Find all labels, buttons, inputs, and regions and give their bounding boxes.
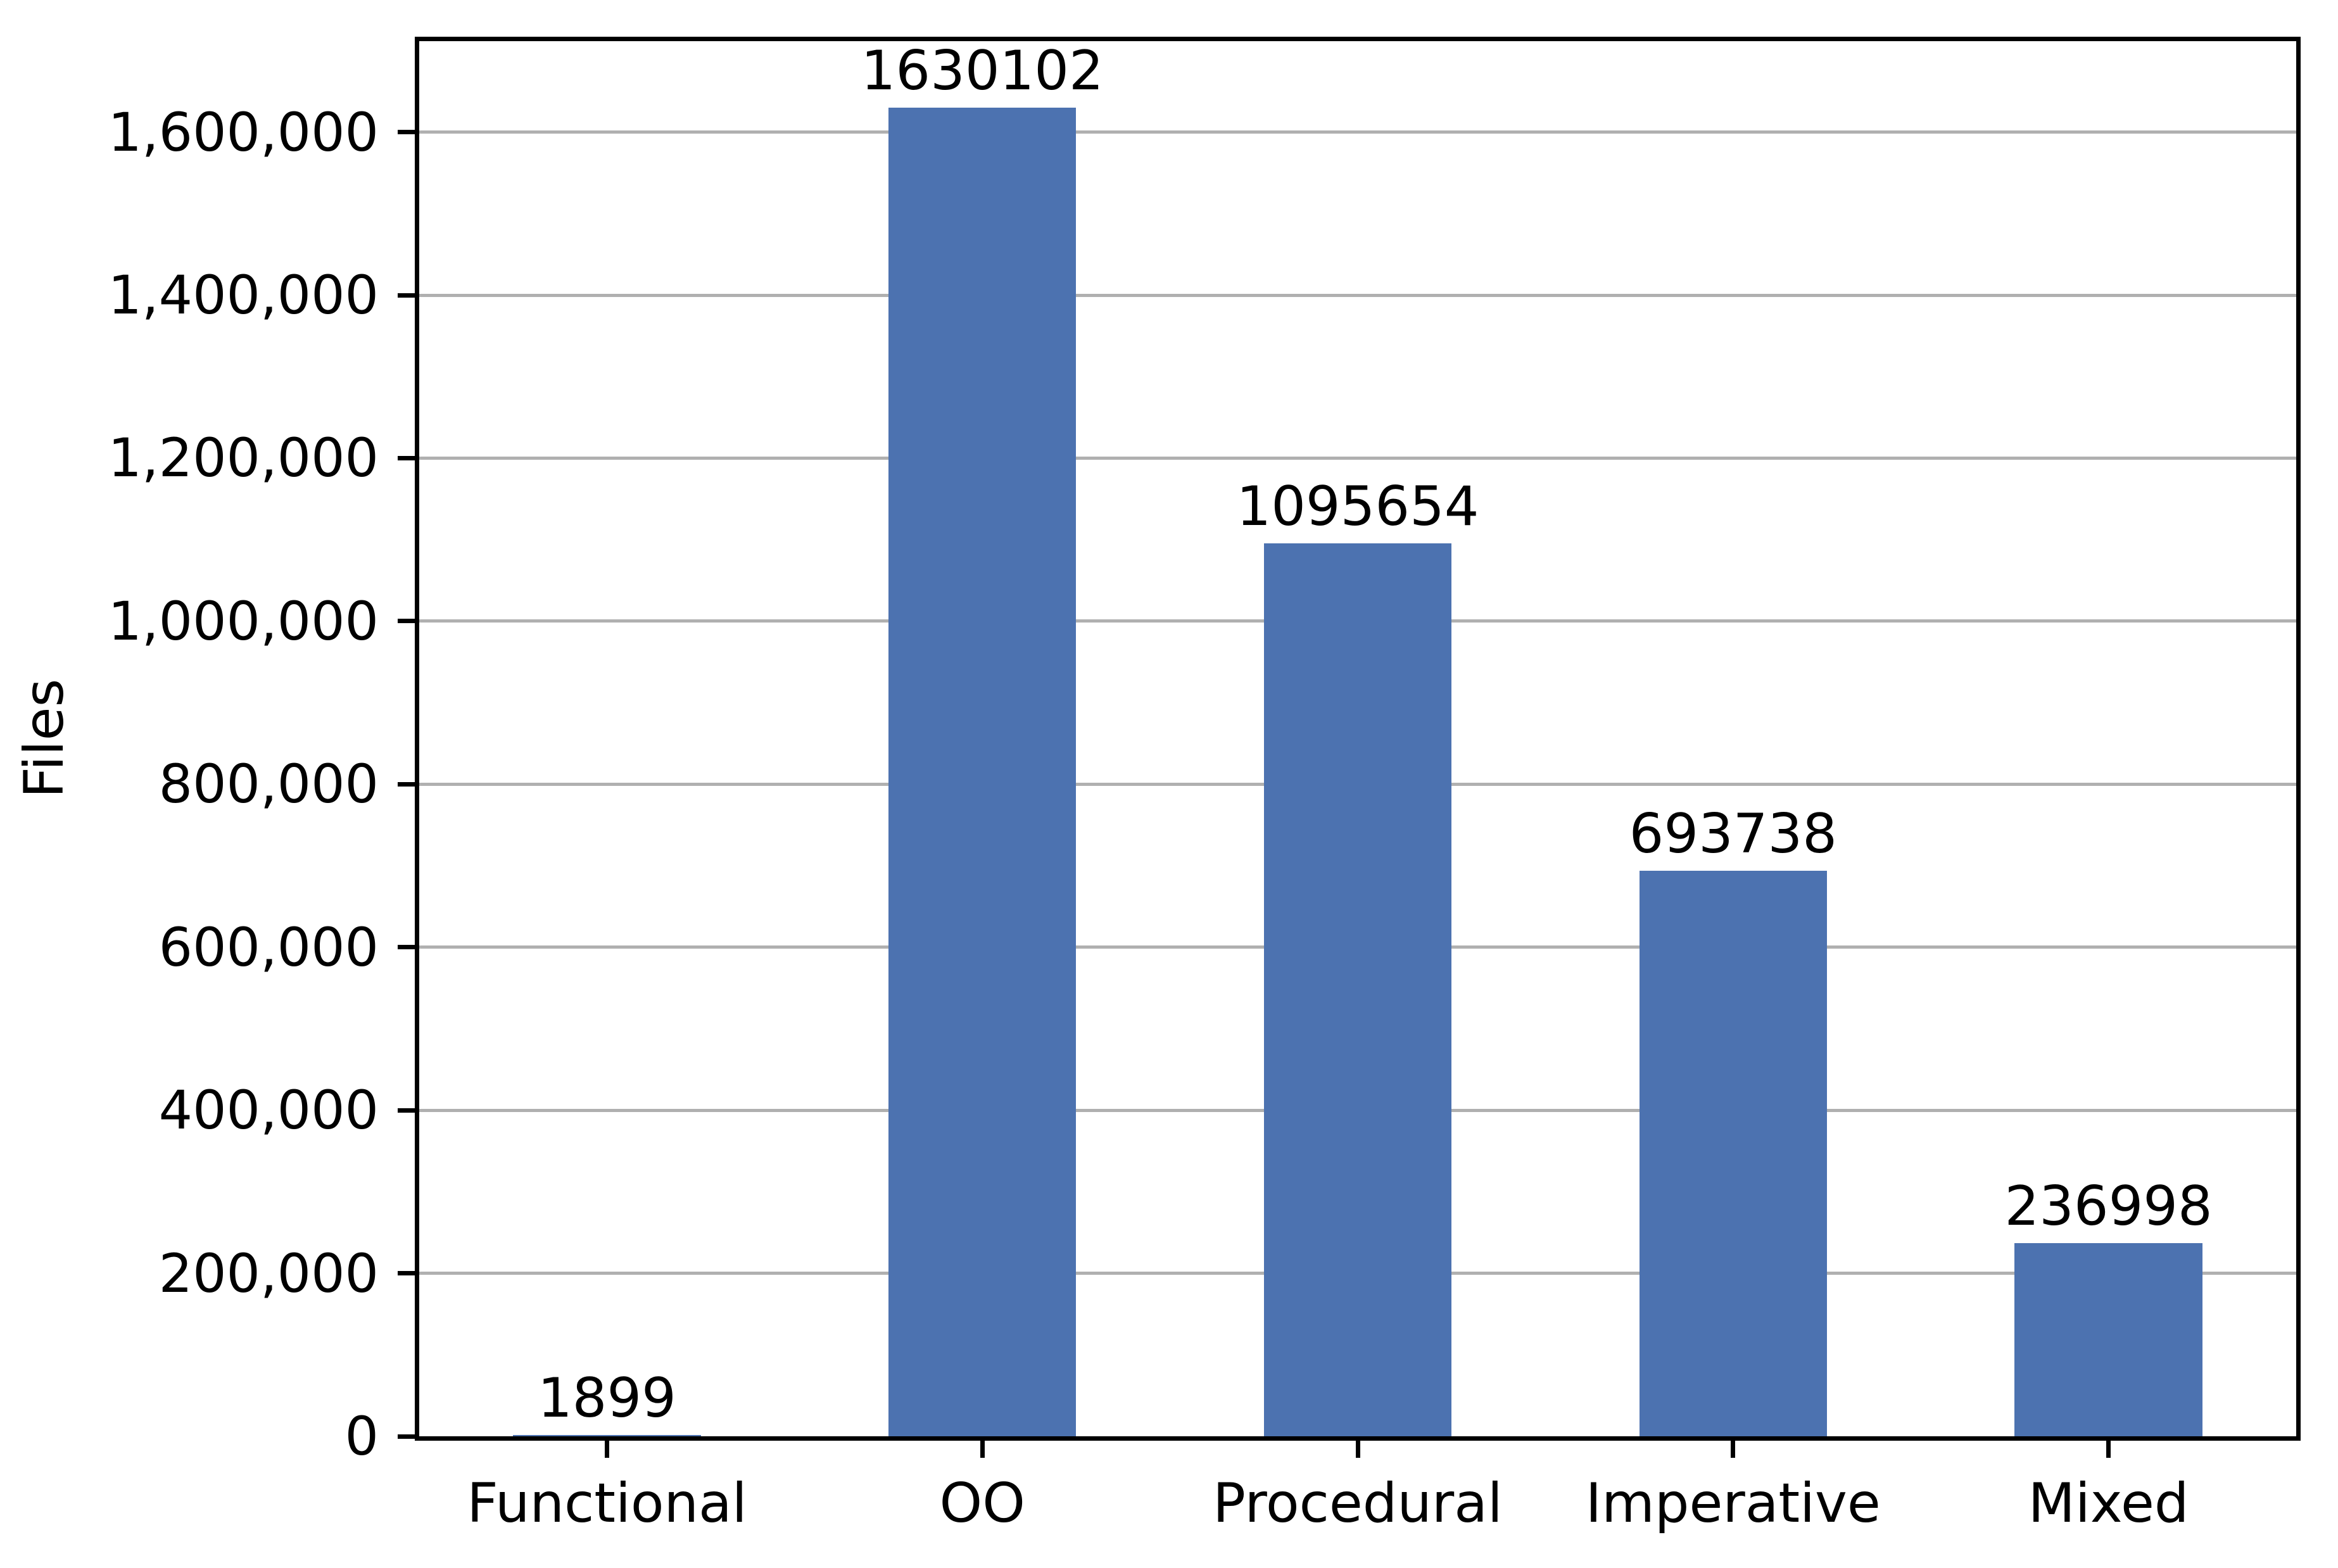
gridline (419, 293, 2296, 297)
gridline (419, 130, 2296, 134)
y-axis-tick (398, 945, 415, 950)
y-axis-tick (398, 455, 415, 460)
y-axis-tick-label: 800,000 (158, 753, 379, 816)
bar (1263, 543, 1452, 1436)
y-axis-tick-label: 0 (344, 1405, 379, 1467)
y-axis-tick-label: 200,000 (158, 1242, 379, 1305)
y-axis-tick-label: 1,200,000 (108, 427, 379, 490)
x-axis-tick-label: Functional (467, 1472, 747, 1535)
x-axis-tick (604, 1441, 609, 1458)
bar (513, 1434, 701, 1436)
plot-area (415, 37, 2301, 1441)
bar-value-label: 236998 (2004, 1174, 2213, 1238)
bar (888, 107, 1077, 1436)
x-axis-tick-label: Procedural (1213, 1472, 1503, 1535)
x-axis-tick (1731, 1441, 1736, 1458)
y-axis-tick (398, 1434, 415, 1439)
y-axis-tick (398, 130, 415, 135)
y-axis-tick (398, 619, 415, 624)
y-axis-tick-label: 1,000,000 (108, 590, 379, 652)
x-axis-tick-label: Imperative (1585, 1472, 1881, 1535)
bar-value-label: 693738 (1629, 802, 1837, 866)
y-axis-tick-label: 1,400,000 (108, 264, 379, 327)
y-axis-tick-label: 600,000 (158, 916, 379, 978)
x-axis-tick (980, 1441, 985, 1458)
bar-value-label: 1899 (537, 1366, 676, 1430)
bar-value-label: 1630102 (861, 39, 1104, 103)
y-axis-tick (398, 1271, 415, 1276)
x-axis-tick-label: Mixed (2028, 1472, 2189, 1535)
y-axis-tick (398, 781, 415, 787)
x-axis-tick (2106, 1441, 2111, 1458)
y-axis-tick-label: 400,000 (158, 1079, 379, 1142)
bar-value-label: 1095654 (1236, 474, 1479, 538)
x-axis-tick-label: OO (939, 1472, 1025, 1535)
bar (2014, 1242, 2202, 1436)
y-axis-tick (398, 293, 415, 298)
y-axis-tick (398, 1108, 415, 1113)
bar (1639, 871, 1827, 1436)
x-axis-tick (1355, 1441, 1360, 1458)
gridline (419, 456, 2296, 460)
y-axis-tick-label: 1,600,000 (108, 101, 379, 163)
